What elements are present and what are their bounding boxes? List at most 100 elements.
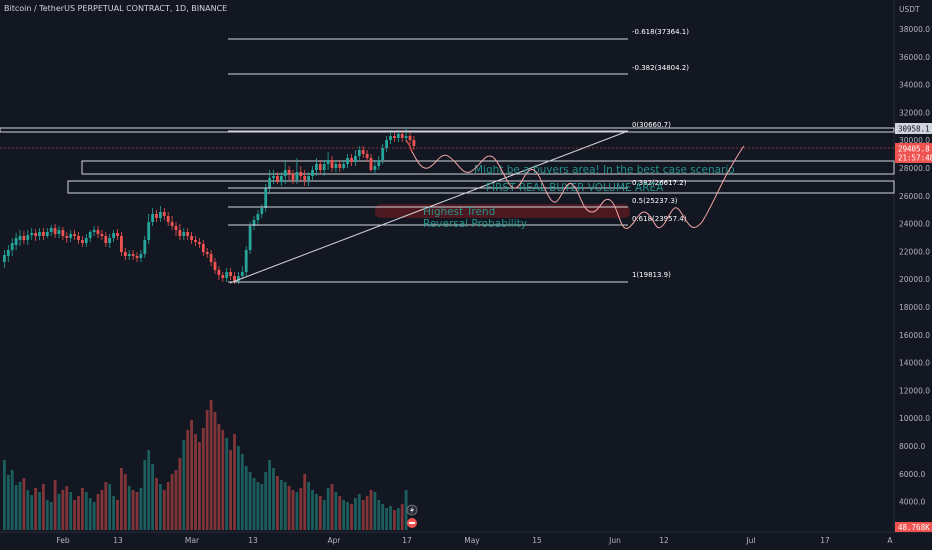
- fib-retracement[interactable]: -0.618(37364.1) -0.382(34804.2) 0(30660.…: [228, 28, 689, 284]
- candle-body: [244, 250, 248, 272]
- volume-bar: [291, 490, 295, 530]
- time-tick-label: Mar: [185, 536, 200, 545]
- volume-bar: [139, 488, 143, 530]
- volume-bar: [84, 492, 88, 530]
- candle-body: [225, 272, 229, 278]
- symbol-title[interactable]: Bitcoin / TetherUS PERPETUAL CONTRACT, 1…: [4, 4, 228, 13]
- price-tick-label: 34000.0: [899, 81, 930, 90]
- volume-bar: [342, 500, 346, 530]
- volume-bar: [6, 475, 10, 530]
- volume-bar: [350, 504, 353, 530]
- price-scale[interactable]: 38000.0 36000.0 34000.0 32000.0 30000.0 28000…: [899, 25, 930, 507]
- volume-bar: [318, 496, 322, 530]
- candle-body: [381, 148, 385, 160]
- candle-body: [346, 158, 349, 164]
- volume-bar: [233, 434, 236, 530]
- time-tick-label: Jun: [608, 536, 621, 545]
- volume-bar: [276, 476, 279, 530]
- fib-label: -0.618(37364.1): [632, 28, 689, 36]
- reversal-annotation-line1[interactable]: Highest Trend: [423, 206, 495, 218]
- volume-bar: [252, 478, 256, 530]
- price-projection-path[interactable]: [410, 145, 745, 229]
- price-tick-label: 26000.0: [899, 192, 930, 201]
- volume-bar: [57, 494, 61, 530]
- candle-body: [361, 150, 365, 154]
- volume-bar: [170, 474, 174, 530]
- candle-body: [400, 134, 404, 138]
- resistance-zone-rect[interactable]: [0, 127, 895, 133]
- volume-bar: [104, 482, 108, 530]
- volume-bar: [30, 495, 34, 530]
- candle-body: [276, 176, 279, 182]
- volume-bar: [3, 460, 6, 530]
- candle-body: [61, 230, 65, 236]
- candle-body: [159, 212, 162, 218]
- volume-bar: [322, 500, 326, 530]
- candle-body: [260, 208, 264, 214]
- volume-bar: [381, 504, 385, 530]
- buyers-area-annotation[interactable]: Might be a buyers area! In the best case…: [474, 164, 735, 176]
- alert-flash-icon[interactable]: [406, 504, 418, 516]
- time-tick-label: A: [887, 536, 893, 545]
- price-tick-label: 30000.0: [899, 136, 930, 145]
- candle-body: [365, 154, 369, 158]
- candle-body: [252, 220, 256, 226]
- volume-bar: [182, 440, 186, 530]
- volume-tag-bg: [895, 522, 932, 532]
- time-tick-label: Jul: [745, 536, 755, 545]
- candle-body: [104, 236, 108, 243]
- price-tick-label: 36000.0: [899, 53, 930, 62]
- candle-body: [248, 226, 252, 250]
- candle-body: [166, 216, 170, 222]
- volume-bar: [299, 488, 303, 530]
- candle-body: [139, 254, 143, 258]
- candle-body: [100, 234, 104, 236]
- fib-label: 0.618(23957.4): [632, 215, 687, 223]
- candlestick-series: [3, 128, 416, 284]
- price-tick-label: 18000.0: [899, 303, 930, 312]
- volume-bar: [279, 480, 283, 530]
- fib-label: -0.382(34804.2): [632, 64, 689, 72]
- volume-bar: [268, 460, 271, 530]
- volume-bar: [186, 430, 190, 530]
- volume-bar: [14, 485, 18, 530]
- candle-body: [162, 212, 166, 216]
- candle-body: [57, 230, 61, 234]
- fib-trend-line[interactable]: [229, 130, 629, 284]
- volume-area-rect[interactable]: [67, 180, 895, 194]
- volume-bar: [116, 500, 119, 530]
- candle-body: [45, 232, 49, 236]
- candle-body: [194, 240, 197, 242]
- earnings-marker-icon[interactable]: [407, 518, 417, 528]
- reversal-annotation-line2[interactable]: Reversal Probability: [423, 218, 527, 230]
- candle-body: [3, 255, 6, 262]
- candle-body: [318, 164, 322, 170]
- candle-body: [385, 140, 388, 148]
- time-tick-label: Apr: [328, 536, 342, 545]
- candle-body: [291, 174, 295, 180]
- candle-body: [342, 164, 346, 168]
- candle-body: [264, 188, 268, 208]
- candle-body: [131, 254, 135, 256]
- volume-bar: [303, 474, 307, 530]
- price-tick-label: 8000.0: [899, 442, 925, 451]
- volume-bar: [213, 412, 217, 530]
- candle-body: [53, 228, 57, 234]
- buyers-area-rect[interactable]: [81, 160, 895, 175]
- candle-body: [229, 272, 232, 276]
- candle-body: [18, 236, 22, 240]
- candle-body: [393, 136, 396, 138]
- price-tick-label: 12000.0: [899, 386, 930, 395]
- price-tick-label: 24000.0: [899, 220, 930, 229]
- volume-bar: [330, 484, 334, 530]
- price-tick-label: 28000.0: [899, 164, 930, 173]
- candle-body: [92, 230, 96, 232]
- candle-body: [34, 233, 37, 236]
- volume-bar: [123, 474, 127, 530]
- time-axis[interactable]: Feb 13 Mar 13 Apr 17 May 15 Jun 12 Jul 17 A: [56, 536, 893, 545]
- projection-drop: [405, 139, 413, 153]
- candle-body: [237, 276, 240, 281]
- candle-body: [338, 164, 342, 168]
- volume-bar: [100, 490, 104, 530]
